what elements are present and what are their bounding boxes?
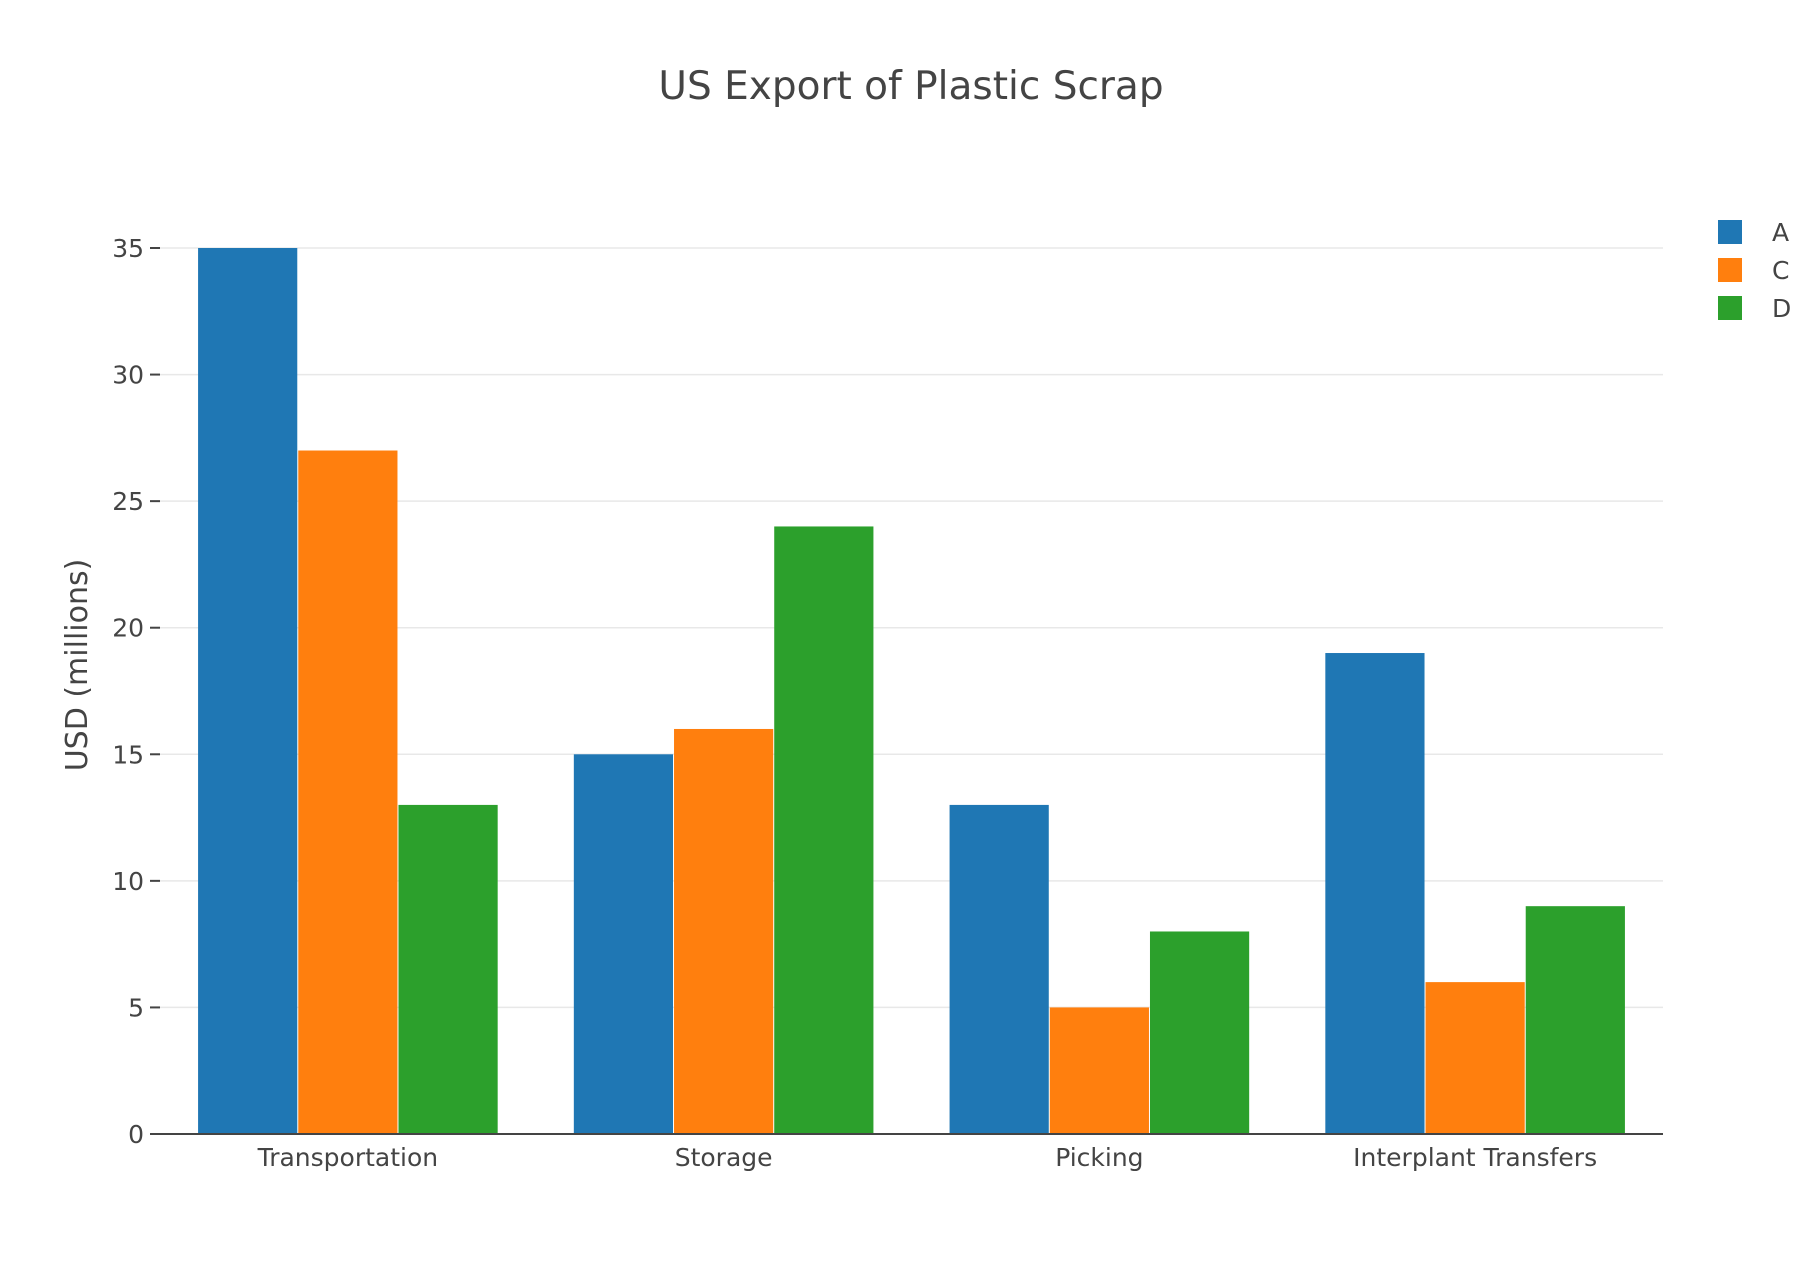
- y-tick-label: 30: [112, 361, 144, 390]
- bar-a-picking[interactable]: [949, 804, 1049, 1134]
- y-tick-label: 15: [112, 740, 144, 769]
- y-tick-label: 35: [112, 234, 144, 263]
- bar-c-transportation[interactable]: [298, 450, 398, 1134]
- y-tick-label: 20: [112, 614, 144, 643]
- bar-a-transportation[interactable]: [198, 248, 298, 1134]
- bar-c-picking[interactable]: [1049, 1007, 1149, 1134]
- legend-item-d[interactable]: D: [1718, 294, 1791, 323]
- legend-swatch: [1718, 258, 1742, 282]
- x-tick-label: Transportation: [257, 1143, 439, 1172]
- y-tick-label: 25: [112, 487, 144, 516]
- legend-swatch: [1718, 220, 1742, 244]
- legend-label: A: [1772, 218, 1789, 247]
- legend-item-a[interactable]: A: [1718, 218, 1789, 247]
- bar-c-interplant-transfers[interactable]: [1425, 982, 1525, 1134]
- bar-d-storage[interactable]: [774, 526, 874, 1134]
- bar-c-storage[interactable]: [674, 728, 774, 1134]
- legend-label: D: [1772, 294, 1791, 323]
- legend-item-c[interactable]: C: [1718, 256, 1789, 285]
- bar-d-transportation[interactable]: [398, 804, 498, 1134]
- y-tick-label: 10: [112, 867, 144, 896]
- y-tick-label: 0: [128, 1120, 144, 1149]
- x-tick-label: Picking: [1055, 1143, 1143, 1172]
- axes: 0 5 10 15 20 25 30 35 Transportation Storage Picki…: [112, 234, 1663, 1172]
- bar-a-storage[interactable]: [573, 754, 674, 1134]
- legend-label: C: [1772, 256, 1789, 285]
- y-tick-label: 5: [128, 993, 144, 1022]
- bar-d-picking[interactable]: [1149, 931, 1250, 1134]
- bar-a-interplant-transfers[interactable]: [1325, 653, 1425, 1134]
- bars: [198, 248, 1625, 1134]
- x-tick-label: Interplant Transfers: [1353, 1143, 1597, 1172]
- legend[interactable]: ACD: [1718, 218, 1791, 323]
- bar-d-interplant-transfers[interactable]: [1525, 906, 1625, 1134]
- chart-title: US Export of Plastic Scrap: [658, 64, 1163, 109]
- legend-swatch: [1718, 296, 1742, 320]
- x-tick-label: Storage: [675, 1143, 773, 1172]
- y-axis-title: USD (millions): [60, 559, 95, 772]
